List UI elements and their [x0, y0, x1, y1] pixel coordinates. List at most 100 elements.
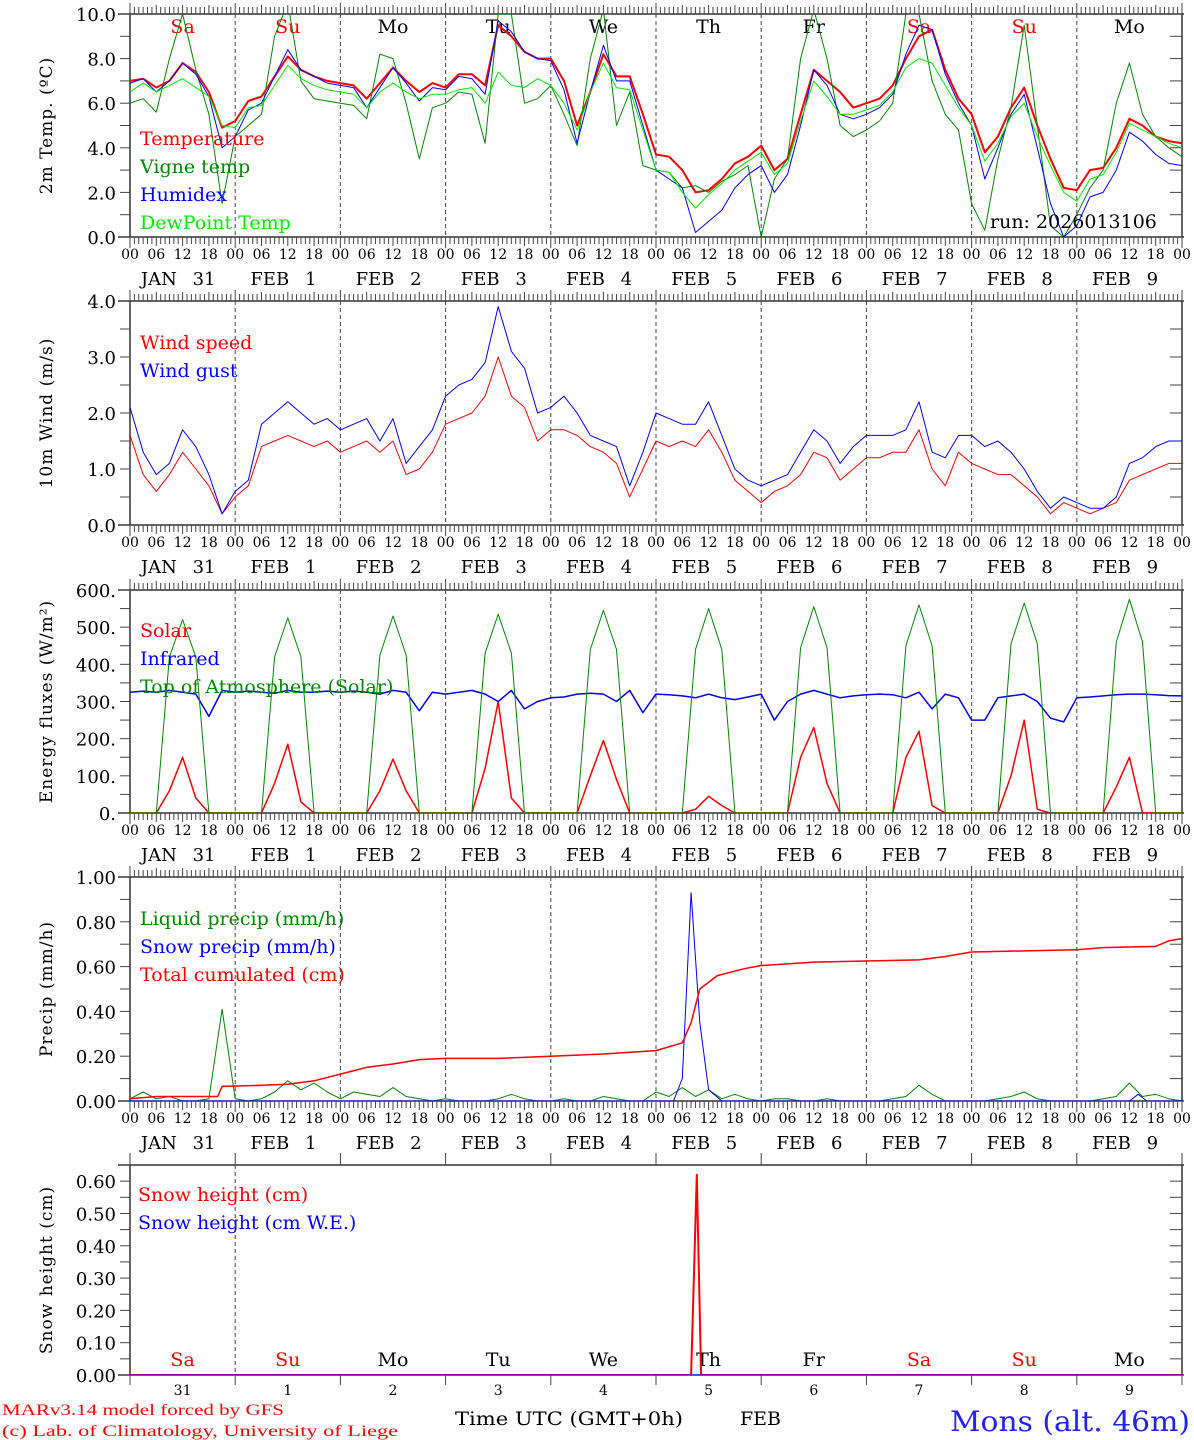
series-line-dewpoint-temp [130, 58, 1182, 209]
x-hour-label: 12 [910, 823, 928, 839]
x-hour-label: 06 [147, 247, 165, 263]
x-hour-label: 00 [963, 247, 981, 263]
x-date-label: FEB 9 [1092, 845, 1158, 866]
x-hour-label: 18 [936, 535, 954, 551]
x-hour-label: 06 [989, 823, 1007, 839]
x-date-label: FEB 3 [461, 1133, 527, 1154]
x-date-label: FEB 1 [250, 557, 316, 578]
x-day-number: 4 [599, 1383, 608, 1399]
x-hour-label: 06 [568, 1111, 586, 1127]
x-hour-label: 12 [805, 823, 823, 839]
x-hour-label: 06 [463, 247, 481, 263]
x-hour-label: 18 [410, 823, 428, 839]
x-hour-label: 00 [331, 1111, 349, 1127]
x-hour-label: 00 [331, 823, 349, 839]
x-date-label: FEB 7 [882, 269, 948, 290]
x-hour-label: 18 [936, 823, 954, 839]
y-tick-label: 0.60 [76, 1172, 116, 1193]
y-tick-label: 100. [76, 767, 116, 788]
y-tick-label: 0.50 [76, 1204, 116, 1225]
x-hour-label: 00 [1173, 535, 1191, 551]
x-date-label: JAN 31 [139, 1133, 216, 1154]
day-name-label: Su [1012, 1349, 1037, 1371]
y-tick-label: 0.80 [76, 913, 116, 934]
x-hour-label: 00 [1068, 535, 1086, 551]
x-hour-label: 12 [594, 535, 612, 551]
x-hour-label: 12 [489, 1111, 507, 1127]
x-hour-label: 00 [1173, 823, 1191, 839]
x-hour-label: 06 [673, 823, 691, 839]
x-hour-label: 12 [384, 247, 402, 263]
x-hour-label: 00 [437, 1111, 455, 1127]
x-hour-label: 06 [673, 535, 691, 551]
x-hour-label: 06 [989, 1111, 1007, 1127]
x-date-label: FEB 1 [250, 269, 316, 290]
x-hour-label: 18 [1147, 1111, 1165, 1127]
y-tick-label: 0.0 [87, 228, 116, 249]
x-date-label: FEB 2 [356, 557, 422, 578]
x-hour-label: 06 [253, 247, 271, 263]
y-tick-label: 1.0 [87, 460, 116, 481]
x-day-number: 7 [915, 1383, 924, 1399]
panel-5: 0.00 0.10 0.20 0.30 0.40 0.50 0.60 Snow height … [37, 1153, 1184, 1399]
x-hour-label: 12 [910, 247, 928, 263]
x-date-label: FEB 3 [461, 557, 527, 578]
x-hour-label: 12 [489, 823, 507, 839]
x-hour-label: 18 [621, 823, 639, 839]
x-hour-label: 18 [726, 823, 744, 839]
station-label: Mons (alt. 46m) [950, 1405, 1190, 1438]
x-hour-label: 18 [516, 1111, 534, 1127]
x-hour-label: 18 [516, 823, 534, 839]
x-hour-label: 00 [963, 1111, 981, 1127]
x-hour-label: 12 [700, 535, 718, 551]
x-hour-label: 12 [489, 535, 507, 551]
x-hour-label: 06 [989, 247, 1007, 263]
lab-credit: (c) Lab. of Climatology, University of L… [2, 1423, 398, 1440]
x-date-label: FEB 4 [566, 557, 632, 578]
legend-entry: Snow height (cm W.E.) [138, 1212, 356, 1234]
x-hour-label: 06 [253, 1111, 271, 1127]
x-hour-label: 00 [647, 823, 665, 839]
x-hour-label: 12 [279, 1111, 297, 1127]
legend-entry: Humidex [140, 184, 227, 206]
x-hour-label: 18 [621, 247, 639, 263]
x-hour-label: 00 [437, 247, 455, 263]
legend-entry: DewPoint Temp [140, 212, 291, 234]
x-hour-label: 00 [331, 247, 349, 263]
x-hour-label: 06 [358, 823, 376, 839]
x-hour-label: 00 [857, 1111, 875, 1127]
x-hour-label: 18 [831, 247, 849, 263]
x-hour-label: 18 [621, 1111, 639, 1127]
x-hour-label: 12 [805, 247, 823, 263]
x-hour-label: 00 [1068, 1111, 1086, 1127]
x-date-label: FEB 5 [671, 557, 737, 578]
x-hour-label: 06 [568, 247, 586, 263]
x-hour-label: 00 [437, 535, 455, 551]
x-date-label: FEB 5 [671, 1133, 737, 1154]
x-hour-label: 06 [147, 535, 165, 551]
x-hour-label: 18 [305, 1111, 323, 1127]
y-tick-label: 1.00 [76, 868, 116, 889]
day-name-label: Sa [170, 1349, 194, 1371]
x-date-label: FEB 7 [882, 557, 948, 578]
legend-entry: Liquid precip (mm/h) [140, 908, 344, 930]
x-day-number: 2 [389, 1383, 398, 1399]
x-hour-label: 18 [1042, 1111, 1060, 1127]
y-tick-label: 300. [76, 693, 116, 714]
x-date-label: FEB 4 [566, 269, 632, 290]
x-hour-label: 06 [463, 535, 481, 551]
month-label: FEB [740, 1408, 781, 1430]
y-tick-label: 500. [76, 618, 116, 639]
x-hour-label: 12 [384, 1111, 402, 1127]
x-hour-label: 00 [121, 535, 139, 551]
y-axis-label: Snow height (cm) [37, 1186, 57, 1354]
legend-entry: Solar [140, 620, 192, 642]
x-hour-label: 06 [463, 823, 481, 839]
legend-entry: Wind speed [140, 332, 252, 354]
x-hour-label: 18 [516, 535, 534, 551]
day-name-label: Su [275, 16, 300, 38]
x-hour-label: 12 [1015, 1111, 1033, 1127]
x-hour-label: 12 [174, 1111, 192, 1127]
x-hour-label: 06 [884, 535, 902, 551]
x-hour-label: 18 [410, 1111, 428, 1127]
